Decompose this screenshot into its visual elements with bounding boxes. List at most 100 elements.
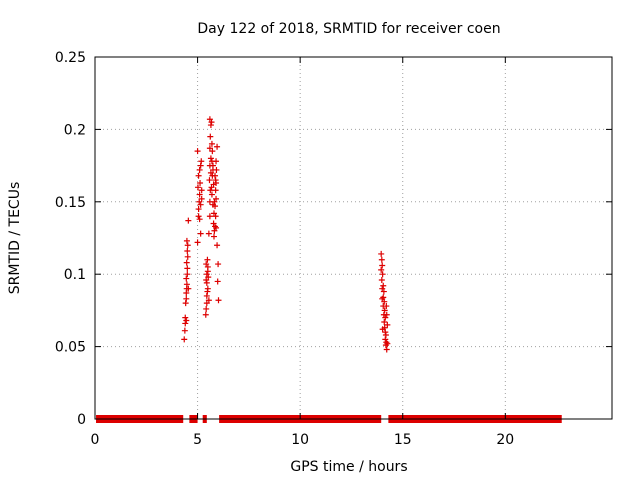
data-point xyxy=(197,230,204,237)
data-point xyxy=(212,223,219,230)
data-point xyxy=(380,282,387,289)
data-point xyxy=(208,140,215,147)
data-point xyxy=(196,166,203,173)
data-point xyxy=(212,177,219,184)
data-point xyxy=(198,187,205,194)
data-point xyxy=(182,314,189,321)
data-point xyxy=(203,279,210,286)
data-point xyxy=(195,213,202,220)
y-tick-label: 0.1 xyxy=(64,267,86,283)
data-point xyxy=(211,198,218,205)
data-point xyxy=(196,216,203,223)
grid-layer xyxy=(95,57,612,419)
data-point xyxy=(183,281,190,288)
data-point xyxy=(212,187,219,194)
data-point xyxy=(183,317,190,324)
data-point xyxy=(184,253,191,260)
data-point xyxy=(195,172,202,179)
data-point xyxy=(209,162,216,169)
data-point xyxy=(184,248,191,255)
data-point xyxy=(382,342,389,349)
data-point xyxy=(181,336,188,343)
data-point xyxy=(383,346,390,353)
data-point xyxy=(378,276,385,283)
data-point xyxy=(194,148,201,155)
y-tick-label: 0.2 xyxy=(64,122,86,138)
data-point xyxy=(205,274,212,281)
data-point xyxy=(198,195,205,202)
data-point xyxy=(382,314,389,321)
data-point xyxy=(378,250,385,257)
y-tick-label: 0.05 xyxy=(55,340,86,356)
data-point xyxy=(214,143,221,150)
data-point xyxy=(203,292,210,299)
data-point xyxy=(212,203,219,210)
data-point xyxy=(380,288,387,295)
data-point xyxy=(207,133,214,140)
data-point xyxy=(378,266,385,273)
data-point xyxy=(206,213,213,220)
data-point xyxy=(383,303,390,310)
data-point xyxy=(205,297,212,304)
data-point xyxy=(207,187,214,194)
x-tick-label: 5 xyxy=(193,432,202,448)
data-point xyxy=(184,271,191,278)
data-point xyxy=(196,191,203,198)
x-axis-label: GPS time / hours xyxy=(290,459,407,475)
data-point xyxy=(214,278,221,285)
data-point xyxy=(205,230,212,237)
data-point xyxy=(203,305,210,312)
y-tick-label: 0.15 xyxy=(55,195,86,211)
data-point xyxy=(197,162,204,169)
data-point xyxy=(184,265,191,272)
data-point xyxy=(202,311,209,318)
data-point xyxy=(185,285,192,292)
data-point xyxy=(204,256,211,263)
data-point xyxy=(208,119,215,126)
x-tick-label: 10 xyxy=(291,432,309,448)
data-point xyxy=(203,271,210,278)
data-point xyxy=(197,179,204,186)
data-point xyxy=(382,336,389,343)
data-point xyxy=(183,259,190,266)
data-point xyxy=(214,242,221,249)
y-axis-label: SRMTID / TECUs xyxy=(7,182,23,295)
data-point xyxy=(381,318,388,325)
y-tick-label: 0 xyxy=(77,412,86,428)
data-point xyxy=(384,321,391,328)
data-point xyxy=(204,285,211,292)
data-point xyxy=(379,271,386,278)
data-point xyxy=(204,263,211,270)
data-point xyxy=(182,320,189,327)
data-point xyxy=(215,297,222,304)
x-tick-label: 20 xyxy=(496,432,514,448)
data-point xyxy=(197,201,204,208)
data-point xyxy=(380,294,387,301)
data-point xyxy=(206,177,213,184)
data-point xyxy=(215,261,222,268)
data-point xyxy=(207,122,214,129)
data-point xyxy=(208,191,215,198)
data-point xyxy=(207,155,214,162)
data-point xyxy=(183,295,190,302)
data-point xyxy=(183,275,190,282)
data-point xyxy=(184,242,191,249)
data-point xyxy=(209,148,216,155)
plot-frame xyxy=(94,56,613,420)
data-point xyxy=(213,166,220,173)
data-point xyxy=(213,158,220,165)
chart-title: Day 122 of 2018, SRMTID for receiver coe… xyxy=(197,21,500,37)
y-tick-label: 0.25 xyxy=(55,50,86,66)
data-points-layer xyxy=(181,116,391,353)
data-point xyxy=(183,237,190,244)
data-point xyxy=(381,307,388,314)
data-point xyxy=(194,184,201,191)
data-point xyxy=(382,329,389,336)
data-point xyxy=(212,172,219,179)
data-point xyxy=(382,332,389,339)
data-point xyxy=(210,233,217,240)
data-point xyxy=(379,326,386,333)
data-point xyxy=(181,327,188,334)
data-point xyxy=(198,158,205,165)
